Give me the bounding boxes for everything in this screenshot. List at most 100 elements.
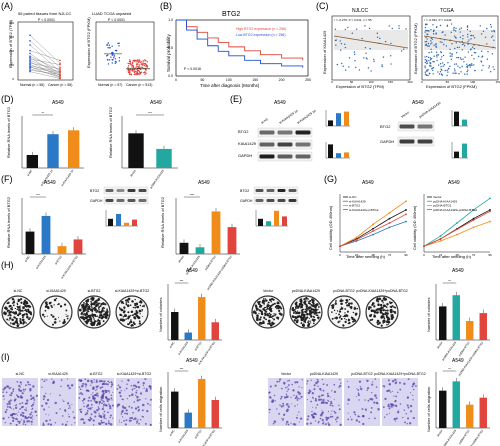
migrated-cell bbox=[102, 415, 106, 418]
migrated-cell bbox=[282, 418, 284, 420]
f-left-mini bbox=[105, 210, 138, 227]
c-point bbox=[437, 53, 439, 56]
migrated-cell bbox=[52, 380, 56, 384]
migrated-cell bbox=[21, 414, 25, 418]
a-tcga-cancer-point bbox=[133, 71, 136, 74]
colony bbox=[308, 300, 311, 303]
a-paired-ytick: 100 bbox=[9, 63, 14, 67]
migrated-cell bbox=[143, 387, 145, 389]
colony bbox=[375, 308, 378, 311]
migrated-cell bbox=[122, 398, 124, 401]
c-point bbox=[458, 46, 460, 48]
migrated-cell bbox=[136, 389, 138, 392]
migrated-cell bbox=[274, 400, 276, 402]
c-point bbox=[457, 65, 459, 67]
migrated-cell bbox=[357, 394, 360, 397]
c-point bbox=[364, 25, 366, 27]
migrated-cell bbox=[22, 412, 25, 414]
migrated-cell bbox=[23, 420, 26, 424]
c-point bbox=[444, 34, 446, 36]
migrated-cell bbox=[121, 410, 124, 414]
migrated-cell bbox=[129, 417, 132, 420]
migrated-cell bbox=[355, 419, 359, 422]
migrated-cell bbox=[278, 378, 282, 381]
migrated-cell bbox=[10, 407, 12, 410]
c-point bbox=[457, 56, 460, 59]
migrated-cell bbox=[131, 393, 134, 396]
colony bbox=[12, 300, 16, 304]
c-point bbox=[442, 54, 445, 57]
migrated-cell bbox=[26, 399, 29, 402]
c-point bbox=[425, 36, 427, 39]
bar-category-label: Vector bbox=[177, 255, 185, 264]
panel-label-h: (H) bbox=[1, 260, 14, 270]
migrated-cell bbox=[59, 408, 61, 410]
colony bbox=[352, 311, 355, 314]
c-njlcc-title: NJLCC bbox=[352, 8, 369, 14]
migrated-cell bbox=[9, 406, 12, 409]
colony bbox=[312, 318, 314, 320]
b-xtick: 50 bbox=[200, 78, 204, 82]
colony bbox=[345, 298, 348, 302]
c-point bbox=[467, 65, 469, 67]
colony bbox=[91, 304, 93, 306]
colony bbox=[6, 311, 8, 313]
migrated-cell bbox=[408, 422, 412, 425]
colony bbox=[131, 314, 133, 317]
migrated-cell bbox=[391, 380, 395, 383]
migrated-cell bbox=[287, 384, 290, 386]
b-legend-high: High BTG2 expression (n = 256) bbox=[236, 27, 286, 31]
migrated-cell bbox=[91, 407, 93, 409]
colony bbox=[304, 313, 306, 316]
bar-category-label: si-KIAA1429 bbox=[35, 254, 47, 269]
migrated-cell bbox=[368, 417, 370, 420]
colony bbox=[263, 298, 265, 300]
migrated-cell bbox=[330, 400, 332, 403]
c-point bbox=[390, 63, 392, 65]
migrated-cell bbox=[139, 392, 143, 395]
migrated-cell bbox=[366, 389, 368, 391]
colony bbox=[102, 302, 105, 306]
migrated-cell bbox=[407, 396, 409, 399]
c-point bbox=[355, 28, 358, 30]
migrated-cell bbox=[71, 404, 73, 406]
migrated-cell bbox=[347, 412, 349, 414]
colony bbox=[312, 319, 316, 322]
colony bbox=[141, 310, 143, 312]
migrated-cell bbox=[371, 383, 374, 386]
colony bbox=[341, 307, 344, 310]
a-tcga-cancer-point bbox=[136, 65, 138, 68]
migrated-cell bbox=[62, 399, 64, 401]
colony bbox=[257, 303, 260, 305]
a-tcga-cancer-point bbox=[140, 63, 143, 65]
c-point bbox=[461, 43, 464, 46]
migrated-cell bbox=[43, 380, 46, 383]
colony bbox=[90, 302, 93, 304]
migrated-cell bbox=[388, 383, 392, 386]
c-point bbox=[432, 24, 434, 26]
colony bbox=[268, 312, 271, 315]
migrated-cell bbox=[318, 395, 321, 398]
a-tcga-cancer-point bbox=[127, 66, 129, 69]
migrated-cell bbox=[135, 394, 137, 396]
migrated-cell bbox=[36, 414, 38, 417]
a-tcga-normal-point bbox=[108, 44, 111, 46]
migrated-cell bbox=[117, 384, 120, 387]
bar bbox=[479, 313, 487, 340]
migrated-cell bbox=[294, 397, 297, 400]
c-point bbox=[432, 30, 435, 33]
colony bbox=[141, 308, 144, 311]
migrated-cell bbox=[134, 384, 137, 387]
migrated-cell bbox=[389, 406, 391, 408]
colony bbox=[338, 320, 340, 323]
a-paired-normal-point bbox=[29, 40, 31, 42]
migrated-cell bbox=[90, 394, 92, 396]
c-point bbox=[344, 28, 347, 31]
c-point bbox=[427, 74, 429, 77]
c-point bbox=[458, 28, 461, 30]
migrated-cell bbox=[294, 405, 296, 407]
c-point bbox=[426, 60, 428, 63]
blot-band bbox=[417, 124, 433, 129]
colony bbox=[391, 317, 394, 320]
migrated-cell bbox=[327, 423, 331, 426]
